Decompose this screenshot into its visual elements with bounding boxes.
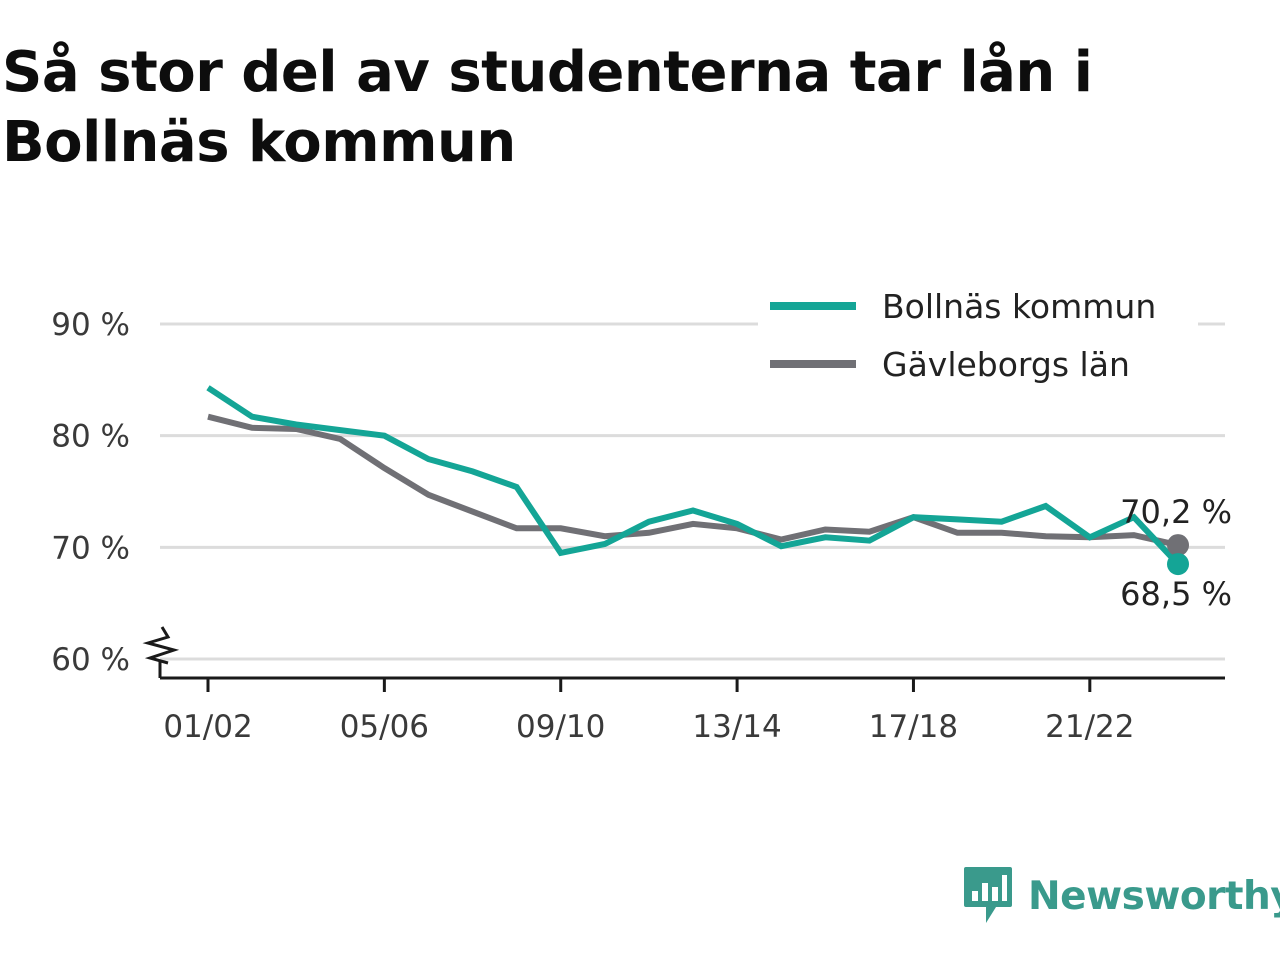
x-tick-label: 21/22 — [1045, 709, 1134, 745]
series-line-gavleborgs-lan — [207, 413, 1179, 549]
end-label-gavleborgs-lan: 70,2 % — [1120, 493, 1232, 531]
end-point-bollnas-kommun — [1167, 553, 1189, 576]
series-line-bollnas-kommun — [206, 385, 1181, 567]
legend-label: Gävleborgs län — [882, 345, 1130, 384]
y-axis-ticks: 60 % 70 % 80 % 90 % — [51, 307, 130, 678]
x-axis — [142, 626, 1225, 680]
x-tick-label: 13/14 — [692, 709, 781, 745]
y-tick-label: 80 % — [51, 419, 130, 455]
brand-name: Newsworthy — [1028, 873, 1280, 919]
y-tick-label: 90 % — [51, 307, 130, 343]
legend-background — [758, 280, 1198, 390]
chart-title: Så stor del av studenterna tar lån i Bol… — [2, 40, 1093, 175]
axis-break-marker — [142, 626, 180, 665]
x-axis-ticks: 01/02 05/06 09/10 13/14 17/18 21/22 — [163, 678, 1134, 745]
x-tick-label: 01/02 — [163, 709, 252, 745]
y-tick-label: 70 % — [51, 530, 130, 566]
newsworthy-logo-icon — [964, 867, 1012, 923]
x-tick-label: 09/10 — [516, 709, 605, 745]
x-tick-label: 05/06 — [340, 709, 429, 745]
end-labels: 68,5 % 70,2 % — [1120, 493, 1232, 613]
end-point-gavleborgs-lan — [1167, 534, 1189, 557]
legend: Bollnäs kommun Gävleborgs län — [758, 280, 1198, 390]
end-label-bollnas-kommun: 68,5 % — [1120, 575, 1232, 613]
legend-label: Bollnäs kommun — [882, 287, 1156, 326]
newsworthy-logo: Newsworthy — [962, 864, 1280, 928]
series-lines — [206, 385, 1189, 576]
y-tick-label: 60 % — [51, 642, 130, 678]
x-tick-label: 17/18 — [869, 709, 958, 745]
